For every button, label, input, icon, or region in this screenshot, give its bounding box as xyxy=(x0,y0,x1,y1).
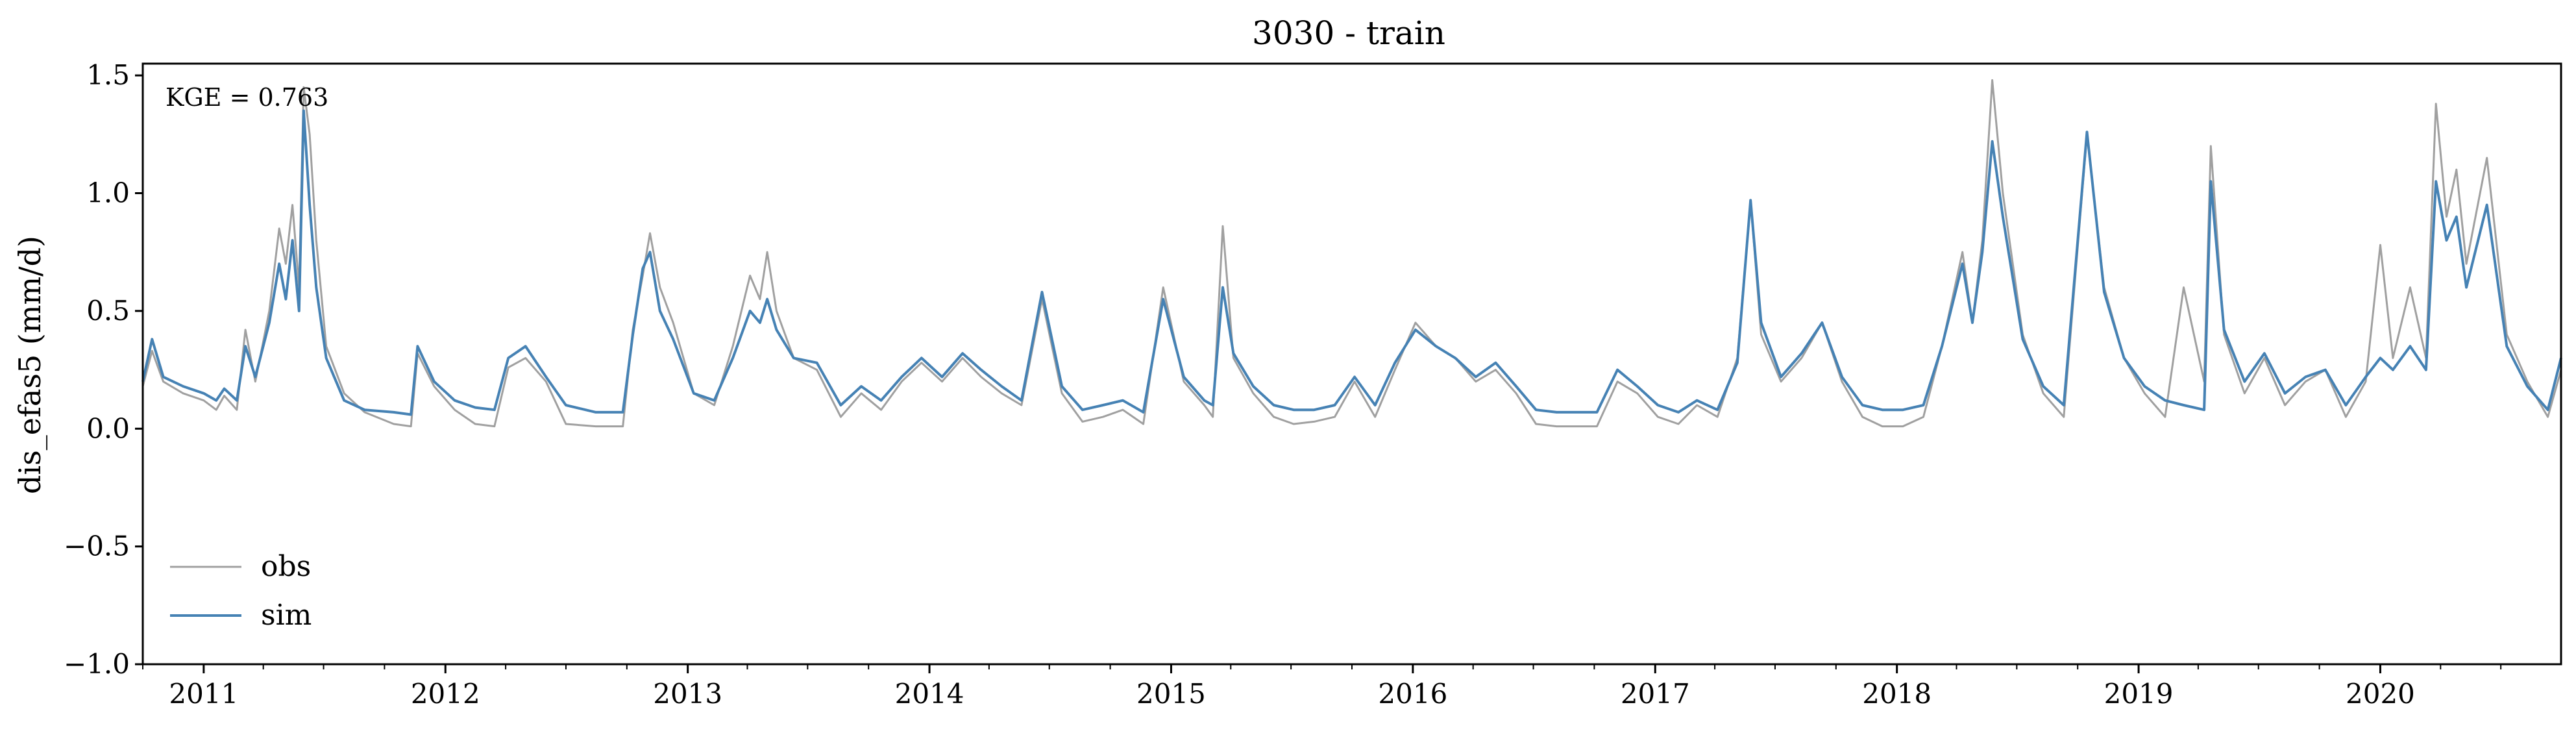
x-tick-label: 2015 xyxy=(1136,678,1206,710)
y-tick-label: 0.0 xyxy=(86,412,130,444)
series-line-obs xyxy=(141,79,2562,428)
kge-annotation: KGE = 0.763 xyxy=(166,83,328,112)
x-tick-label: 2020 xyxy=(2346,678,2415,710)
y-tick-label: 1.0 xyxy=(86,177,130,209)
series-layer xyxy=(141,79,2562,428)
x-tick-label: 2017 xyxy=(1621,678,1690,710)
y-axis-label: dis_efas5 (mm/d) xyxy=(12,236,47,494)
x-tick-label: 2016 xyxy=(1378,678,1447,710)
x-tick-label: 2013 xyxy=(653,678,722,710)
x-tick-label: 2019 xyxy=(2104,678,2174,710)
y-tick-label: 1.5 xyxy=(86,59,130,91)
x-tick-label: 2018 xyxy=(1862,678,1932,710)
legend-obs-label: obs xyxy=(261,550,311,583)
x-tick-label: 2012 xyxy=(411,678,480,710)
y-tick-label: −1.0 xyxy=(64,648,130,680)
axis-ticks: −1.0 −0.5 0.0 0.5 1.0 1.5 2011 2012 2013 2014 2015… xyxy=(64,59,2502,710)
y-tick-label: 0.5 xyxy=(86,295,130,327)
x-tick-label: 2011 xyxy=(169,678,238,710)
x-tick-label: 2014 xyxy=(895,678,964,710)
series-line-sim xyxy=(141,109,2562,416)
legend-sim-label: sim xyxy=(261,599,312,632)
plot-area-frame xyxy=(141,62,2562,666)
legend: obs sim xyxy=(170,550,312,632)
chart-title: 3030 - train xyxy=(1252,14,1445,52)
y-tick-label: −0.5 xyxy=(64,530,130,562)
